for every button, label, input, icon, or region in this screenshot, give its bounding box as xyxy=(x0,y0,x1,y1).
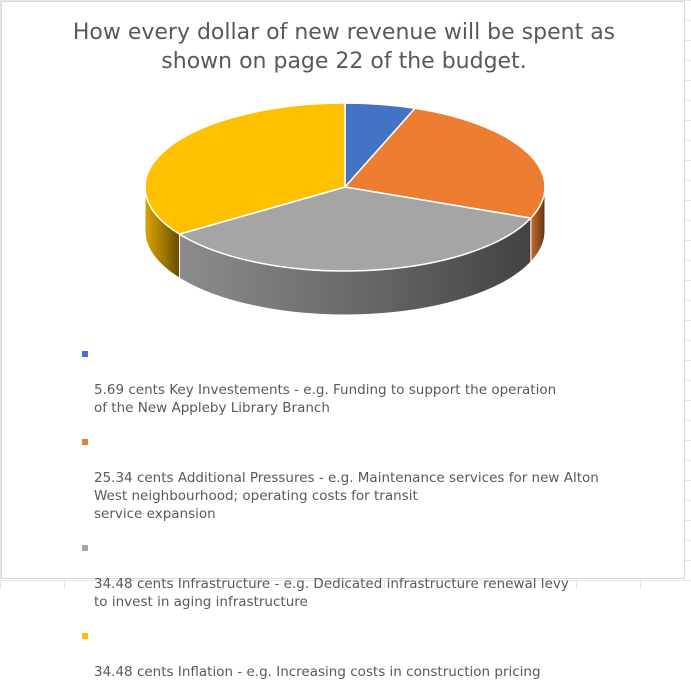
legend-item-inflation: 34.48 cents Inflation - e.g. Increasing … xyxy=(82,627,642,681)
legend-label: 25.34 cents Additional Pressures - e.g. … xyxy=(94,470,599,522)
pie-slice-infrastructure[interactable] xyxy=(178,186,532,272)
pie-chart[interactable] xyxy=(2,2,686,342)
legend-label: 5.69 cents Key Investements - e.g. Fundi… xyxy=(94,382,557,416)
pie-slice-additional-pressures[interactable] xyxy=(344,107,546,219)
chart-title: How every dollar of new revenue will be … xyxy=(72,20,616,74)
legend-swatch-orange xyxy=(82,439,88,445)
legend-item-key-investments: 5.69 cents Key Investements - e.g. Fundi… xyxy=(82,345,642,417)
legend-label: 34.48 cents Inflation - e.g. Increasing … xyxy=(94,664,541,680)
pie-slice-inflation[interactable] xyxy=(144,102,346,235)
chart-legend: 5.69 cents Key Investements - e.g. Fundi… xyxy=(82,345,642,681)
legend-item-additional-pressures: 25.34 cents Additional Pressures - e.g. … xyxy=(82,433,642,523)
legend-swatch-blue xyxy=(82,351,88,357)
legend-swatch-gray xyxy=(82,545,88,551)
legend-swatch-yellow xyxy=(82,633,88,639)
legend-item-infrastructure: 34.48 cents Infrastructure - e.g. Dedica… xyxy=(82,539,642,611)
legend-label: 34.48 cents Infrastructure - e.g. Dedica… xyxy=(94,576,569,610)
